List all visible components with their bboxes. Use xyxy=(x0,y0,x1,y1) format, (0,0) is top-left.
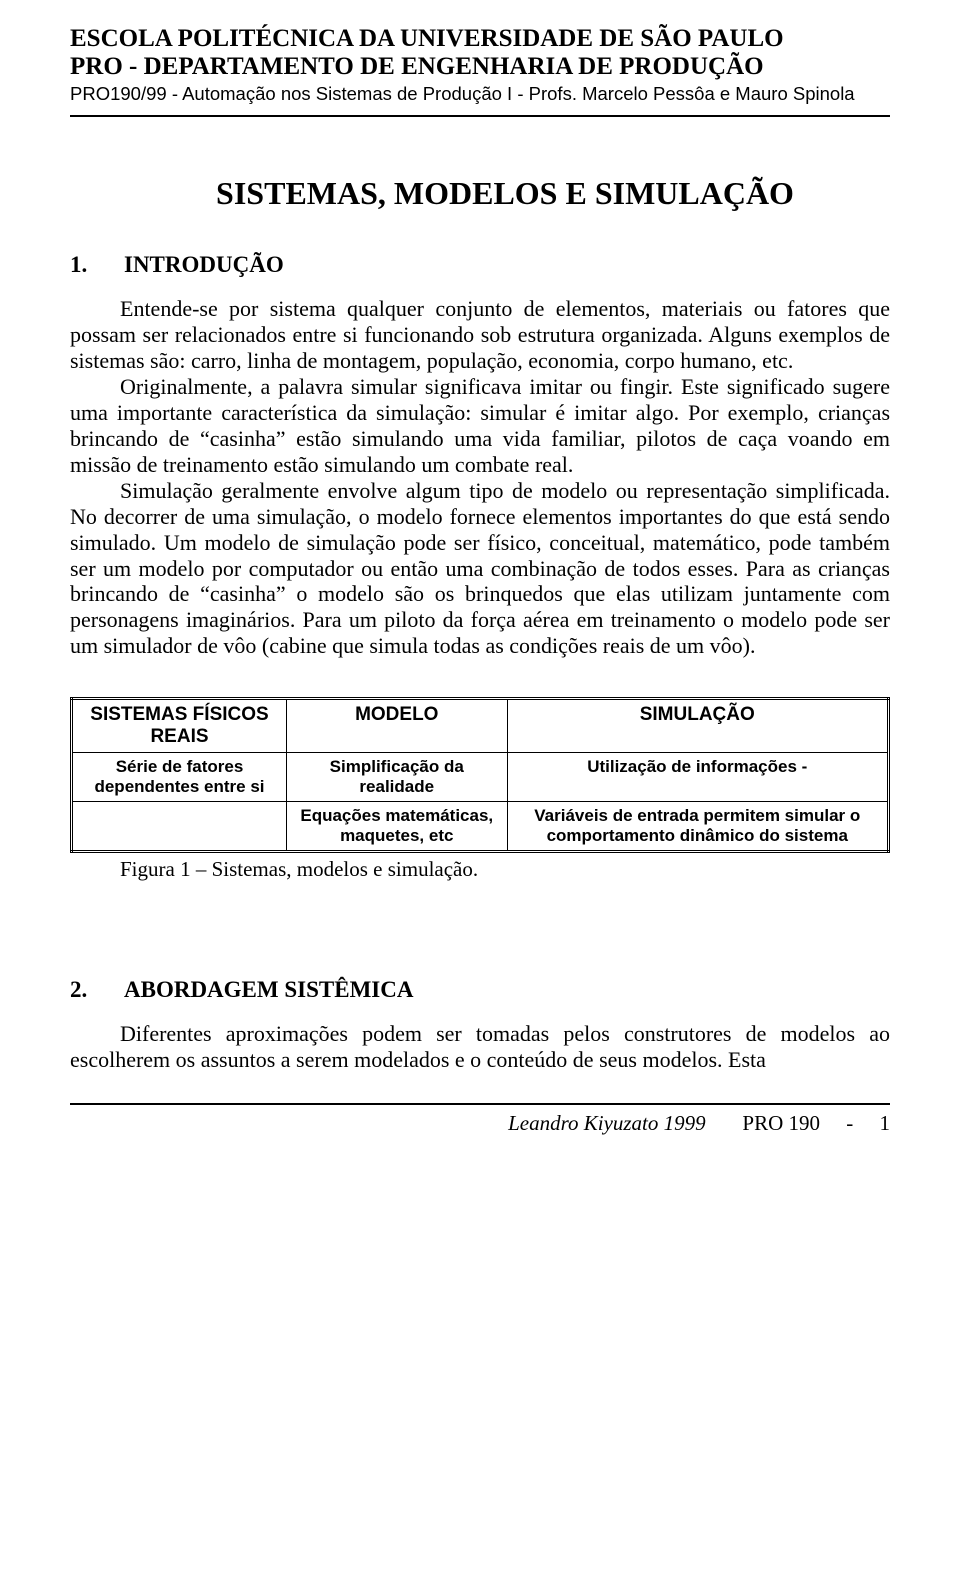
table-cell: Variáveis de entrada permitem simular o … xyxy=(507,802,888,852)
table-cell: Equações matemáticas, maquetes, etc xyxy=(287,802,508,852)
section-2: 2. ABORDAGEM SISTÊMICA Diferentes aproxi… xyxy=(70,977,890,1073)
section-1-heading: 1. INTRODUÇÃO xyxy=(70,252,890,278)
header-institution: ESCOLA POLITÉCNICA DA UNIVERSIDADE DE SÃ… xyxy=(70,25,890,53)
footer-sep: - xyxy=(846,1111,853,1135)
section-2-number: 2. xyxy=(70,977,120,1003)
figure-caption: Figura 1 – Sistemas, modelos e simulação… xyxy=(70,857,890,882)
footer-divider xyxy=(70,1103,890,1105)
table-cell-header-sistemas: SISTEMAS FÍSICOS REAIS xyxy=(72,699,287,753)
section-1-para-1: Entende-se por sistema qualquer conjunto… xyxy=(70,296,890,374)
table-cell: Simplificação da realidade xyxy=(287,753,508,802)
table-row: Série de fatores dependentes entre si Si… xyxy=(72,753,889,802)
footer-code: PRO 190 xyxy=(742,1111,820,1135)
header-course: PRO190/99 - Automação nos Sistemas de Pr… xyxy=(70,83,890,105)
section-1: 1. INTRODUÇÃO Entende-se por sistema qua… xyxy=(70,252,890,659)
section-1-title: INTRODUÇÃO xyxy=(124,252,284,277)
table-cell xyxy=(72,802,287,852)
table-cell-header-modelo: MODELO xyxy=(287,699,508,753)
footer-author: Leandro Kiyuzato 1999 xyxy=(508,1111,706,1135)
table-cell-header-simulacao: SIMULAÇÃO xyxy=(507,699,888,753)
header-department: PRO - DEPARTAMENTO DE ENGENHARIA DE PROD… xyxy=(70,53,890,81)
section-1-para-2: Originalmente, a palavra simular signifi… xyxy=(70,374,890,478)
table-row: Equações matemáticas, maquetes, etc Vari… xyxy=(72,802,889,852)
page-header: ESCOLA POLITÉCNICA DA UNIVERSIDADE DE SÃ… xyxy=(70,25,890,117)
section-2-title: ABORDAGEM SISTÊMICA xyxy=(124,977,413,1002)
table-row: SISTEMAS FÍSICOS REAIS MODELO SIMULAÇÃO xyxy=(72,699,889,753)
section-1-para-3: Simulação geralmente envolve algum tipo … xyxy=(70,478,890,660)
document-title: SISTEMAS, MODELOS E SIMULAÇÃO xyxy=(70,175,890,212)
table-cell: Série de fatores dependentes entre si xyxy=(72,753,287,802)
header-divider xyxy=(70,115,890,117)
concepts-table: SISTEMAS FÍSICOS REAIS MODELO SIMULAÇÃO … xyxy=(70,697,890,853)
table-cell: Utilização de informações - xyxy=(507,753,888,802)
footer-page-number: 1 xyxy=(880,1111,891,1135)
section-1-body: Entende-se por sistema qualquer conjunto… xyxy=(70,296,890,659)
page-footer: Leandro Kiyuzato 1999 PRO 190 - 1 xyxy=(70,1111,890,1136)
section-1-number: 1. xyxy=(70,252,120,278)
section-2-heading: 2. ABORDAGEM SISTÊMICA xyxy=(70,977,890,1003)
section-2-para-1: Diferentes aproximações podem ser tomada… xyxy=(70,1021,890,1073)
